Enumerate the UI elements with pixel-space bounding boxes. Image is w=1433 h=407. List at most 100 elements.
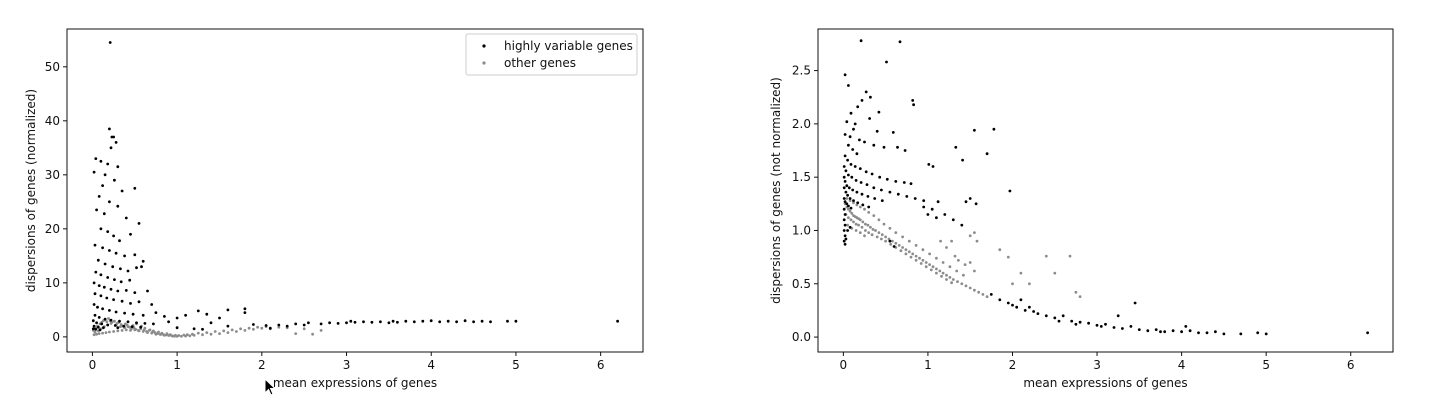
point-highly-variable bbox=[1146, 329, 1150, 333]
point-highly-variable bbox=[108, 249, 111, 252]
point-highly-variable bbox=[123, 311, 126, 315]
point-other bbox=[861, 220, 865, 224]
point-highly-variable bbox=[842, 197, 846, 200]
point-other bbox=[867, 211, 871, 214]
y-tick-label: 40 bbox=[45, 114, 60, 128]
point-other bbox=[860, 225, 864, 229]
point-highly-variable bbox=[1036, 312, 1040, 315]
y-axis-label: dispersions of genes (not normalized) bbox=[769, 77, 783, 304]
point-highly-variable bbox=[1163, 330, 1167, 334]
point-highly-variable bbox=[849, 163, 853, 166]
point-other bbox=[953, 254, 957, 258]
point-highly-variable bbox=[175, 326, 179, 330]
point-other bbox=[201, 333, 204, 337]
point-highly-variable bbox=[849, 111, 853, 115]
point-highly-variable bbox=[943, 213, 947, 216]
point-highly-variable bbox=[294, 322, 298, 326]
point-highly-variable bbox=[455, 320, 458, 324]
point-other bbox=[945, 246, 948, 249]
point-highly-variable bbox=[880, 188, 883, 192]
point-highly-variable bbox=[909, 182, 913, 186]
point-highly-variable bbox=[446, 319, 450, 323]
point-highly-variable bbox=[850, 175, 854, 179]
point-other bbox=[973, 269, 976, 273]
point-highly-variable bbox=[98, 328, 102, 332]
point-highly-variable bbox=[847, 186, 851, 190]
point-highly-variable bbox=[878, 175, 882, 179]
y-tick-label: 20 bbox=[45, 222, 60, 236]
point-highly-variable bbox=[935, 216, 938, 220]
point-other bbox=[977, 290, 981, 294]
point-other bbox=[899, 249, 903, 253]
point-highly-variable bbox=[429, 319, 433, 323]
point-highly-variable bbox=[847, 204, 850, 208]
point-other bbox=[845, 197, 849, 200]
point-highly-variable bbox=[124, 216, 128, 220]
point-highly-variable bbox=[843, 133, 847, 136]
point-highly-variable bbox=[1078, 320, 1082, 324]
y-tick-label: 0.5 bbox=[792, 277, 811, 291]
x-tick-label: 1 bbox=[924, 358, 932, 372]
point-highly-variable bbox=[1222, 332, 1226, 336]
point-highly-variable bbox=[1129, 325, 1133, 328]
plot-frame bbox=[817, 28, 1394, 353]
point-other bbox=[854, 229, 858, 232]
point-highly-variable bbox=[992, 127, 996, 131]
point-highly-variable bbox=[845, 184, 849, 188]
point-highly-variable bbox=[846, 193, 849, 197]
point-other bbox=[277, 325, 281, 329]
point-other bbox=[950, 239, 953, 243]
point-highly-variable bbox=[1099, 325, 1103, 328]
point-other bbox=[180, 334, 183, 338]
point-highly-variable bbox=[122, 324, 126, 328]
point-other bbox=[218, 332, 221, 335]
point-other bbox=[191, 332, 194, 336]
point-highly-variable bbox=[843, 154, 847, 158]
x-axis-ticks: 0 1 2 3 4 5 6 bbox=[89, 352, 604, 372]
point-highly-variable bbox=[99, 227, 103, 231]
point-highly-variable bbox=[116, 204, 120, 208]
point-other bbox=[104, 331, 108, 334]
point-other bbox=[134, 327, 138, 331]
point-highly-variable bbox=[92, 303, 96, 306]
point-other bbox=[170, 334, 174, 338]
point-other bbox=[863, 207, 866, 211]
point-other bbox=[153, 331, 157, 334]
point-other bbox=[950, 281, 953, 285]
point-other bbox=[849, 218, 853, 222]
point-highly-variable bbox=[847, 143, 850, 147]
point-highly-variable bbox=[1061, 314, 1065, 318]
point-highly-variable bbox=[108, 127, 111, 131]
point-highly-variable bbox=[843, 200, 847, 204]
point-highly-variable bbox=[1205, 331, 1209, 335]
point-highly-variable bbox=[1104, 322, 1107, 326]
point-highly-variable bbox=[307, 321, 310, 325]
plot-frame bbox=[66, 28, 644, 353]
point-highly-variable bbox=[843, 180, 847, 183]
point-highly-variable bbox=[930, 207, 934, 211]
point-highly-variable bbox=[1154, 328, 1158, 331]
y-tick-label: 0.0 bbox=[792, 330, 811, 344]
point-highly-variable bbox=[120, 189, 124, 193]
point-other bbox=[1078, 295, 1082, 298]
point-highly-variable bbox=[113, 324, 117, 327]
point-other bbox=[294, 332, 298, 335]
point-highly-variable bbox=[1032, 310, 1035, 313]
point-highly-variable bbox=[853, 165, 857, 168]
point-highly-variable bbox=[852, 199, 855, 203]
point-other bbox=[147, 329, 151, 332]
point-other bbox=[897, 244, 901, 247]
point-other bbox=[173, 334, 177, 338]
point-other bbox=[97, 332, 101, 335]
point-highly-variable bbox=[896, 145, 899, 149]
point-other bbox=[919, 262, 923, 265]
point-other bbox=[1044, 254, 1048, 258]
point-other bbox=[113, 319, 116, 323]
point-other bbox=[880, 233, 884, 237]
point-highly-variable bbox=[112, 298, 115, 301]
point-highly-variable bbox=[985, 152, 989, 156]
point-other bbox=[159, 332, 163, 336]
point-highly-variable bbox=[860, 99, 864, 102]
point-highly-variable bbox=[140, 265, 143, 269]
point-highly-variable bbox=[480, 319, 484, 323]
